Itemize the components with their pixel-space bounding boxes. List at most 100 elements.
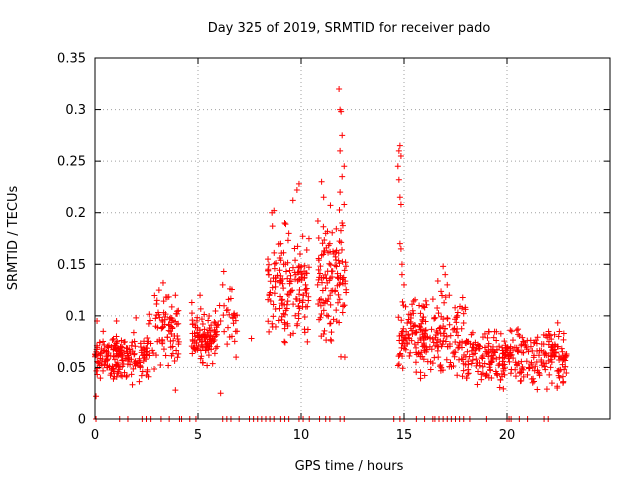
data-point	[321, 236, 328, 243]
data-point	[432, 314, 439, 321]
data-point	[506, 358, 513, 365]
data-point	[168, 352, 175, 359]
data-point	[272, 305, 279, 312]
data-point	[111, 356, 118, 363]
data-point	[175, 338, 182, 345]
data-point	[545, 328, 552, 335]
data-point	[417, 353, 424, 360]
data-point	[400, 336, 407, 343]
data-point	[302, 281, 309, 288]
data-point	[336, 85, 343, 92]
data-point	[476, 343, 483, 350]
data-point	[188, 299, 195, 306]
data-point	[200, 331, 207, 338]
data-point	[206, 324, 213, 331]
data-point	[323, 337, 330, 344]
data-point	[110, 365, 117, 372]
x-tick-label: 15	[396, 428, 413, 443]
data-point	[534, 386, 541, 393]
data-point	[398, 332, 405, 339]
data-point	[265, 256, 272, 263]
data-points	[92, 85, 570, 422]
data-point	[543, 386, 550, 393]
data-point	[145, 320, 152, 327]
data-point	[452, 338, 459, 345]
data-point	[539, 362, 546, 369]
data-point	[294, 277, 301, 284]
data-point	[520, 338, 527, 345]
data-point	[201, 326, 208, 333]
data-point	[301, 329, 308, 336]
data-point	[223, 307, 230, 314]
data-point	[327, 202, 334, 209]
data-point	[434, 278, 441, 285]
data-point	[440, 330, 447, 337]
data-point	[294, 243, 301, 250]
data-point	[300, 292, 307, 299]
data-point	[428, 326, 435, 333]
data-point	[143, 356, 150, 363]
data-point	[279, 302, 286, 309]
data-point	[501, 338, 508, 345]
data-point	[98, 359, 105, 366]
data-point	[171, 333, 178, 340]
data-point	[548, 380, 555, 387]
data-point	[101, 361, 108, 368]
data-point	[114, 359, 121, 366]
data-point	[463, 340, 470, 347]
data-point	[493, 328, 500, 335]
data-point	[432, 334, 439, 341]
data-point	[224, 306, 231, 313]
data-point	[104, 343, 111, 350]
data-point	[407, 349, 414, 356]
data-point	[563, 370, 570, 377]
data-point	[341, 163, 348, 170]
data-point	[281, 339, 288, 346]
data-point	[144, 368, 151, 375]
data-point	[468, 347, 475, 354]
data-point	[451, 353, 458, 360]
data-point	[335, 250, 342, 257]
data-point	[330, 316, 337, 323]
data-point	[108, 370, 115, 377]
data-point	[109, 336, 116, 343]
data-point	[175, 307, 182, 314]
data-point	[453, 319, 460, 326]
data-point	[129, 381, 136, 388]
data-point	[337, 227, 344, 234]
data-point	[113, 363, 120, 370]
data-point	[217, 318, 224, 325]
data-point	[323, 244, 330, 251]
data-point	[158, 325, 165, 332]
data-point	[328, 329, 335, 336]
data-point	[292, 257, 299, 264]
data-point	[548, 353, 555, 360]
data-point	[508, 328, 515, 335]
data-point	[398, 261, 405, 268]
data-point	[443, 333, 450, 340]
data-point	[534, 334, 541, 341]
data-point	[127, 361, 134, 368]
data-point	[136, 355, 143, 362]
data-point	[420, 336, 427, 343]
data-point	[164, 294, 171, 301]
data-point	[269, 223, 276, 230]
data-point	[426, 343, 433, 350]
data-point	[529, 347, 536, 354]
data-point	[471, 350, 478, 357]
data-point	[336, 207, 343, 214]
data-point	[205, 352, 212, 359]
data-point	[115, 368, 122, 375]
data-point	[515, 360, 522, 367]
data-point	[165, 321, 172, 328]
data-point	[462, 306, 469, 313]
data-point	[216, 302, 223, 309]
data-point	[399, 298, 406, 305]
data-point	[305, 264, 312, 271]
data-point	[267, 298, 274, 304]
data-point	[335, 275, 342, 282]
data-point	[327, 301, 334, 308]
data-point	[452, 349, 459, 356]
data-point	[420, 314, 427, 321]
data-point	[121, 369, 128, 376]
